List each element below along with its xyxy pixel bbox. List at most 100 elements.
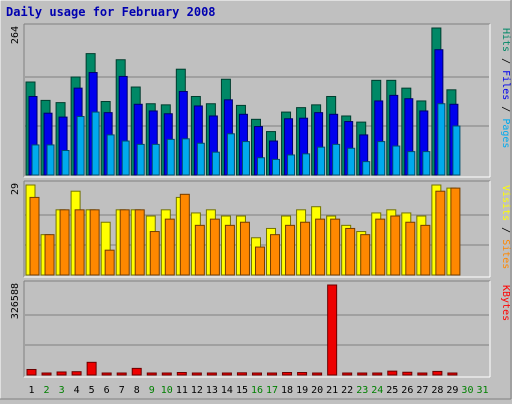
- bar-kbytes-day-9: [146, 372, 157, 376]
- day-label-21: 21: [326, 385, 338, 396]
- bar-kbytes-day-20: [312, 372, 323, 376]
- day-label-29: 29: [446, 385, 458, 396]
- bar-sites-day-10: [164, 218, 175, 276]
- bar-pages-day-21: [332, 143, 341, 176]
- bar-sites-day-29: [450, 187, 461, 276]
- bars: [26, 284, 458, 376]
- day-label-20: 20: [311, 385, 323, 396]
- bar-kbytes-day-13: [206, 372, 217, 376]
- bar-pages-day-23: [362, 161, 371, 176]
- day-label-17: 17: [266, 385, 278, 396]
- day-label-26: 26: [401, 385, 413, 396]
- plot-area: [24, 281, 490, 377]
- day-label-13: 13: [206, 385, 218, 396]
- legend: Visits / Sites: [500, 185, 511, 269]
- bar-pages-day-10: [166, 138, 175, 176]
- bar-sites-day-19: [300, 221, 311, 276]
- bar-pages-day-2: [46, 144, 55, 176]
- day-label-16: 16: [251, 385, 263, 396]
- day-label-3: 3: [59, 385, 65, 396]
- legend-item: Hits: [500, 28, 511, 52]
- bar-sites-day-11: [179, 193, 190, 276]
- bar-kbytes-day-29: [447, 372, 458, 376]
- bar-sites-day-1: [29, 196, 40, 276]
- day-label-2: 2: [44, 385, 50, 396]
- day-label-7: 7: [119, 385, 125, 396]
- bar-sites-day-23: [360, 234, 371, 276]
- bar-kbytes-day-6: [101, 372, 112, 376]
- day-label-27: 27: [416, 385, 428, 396]
- day-label-25: 25: [386, 385, 398, 396]
- bar-sites-day-7: [119, 209, 130, 276]
- day-labels: 1 2 3 4 5 6 7 8 9 10 11 12 13 14 15 16 17 18 19 20 21 22 23 24 2…: [29, 385, 489, 396]
- bar-kbytes-day-7: [116, 372, 127, 376]
- bar-pages-day-7: [121, 140, 130, 176]
- bar-pages-day-6: [106, 134, 115, 176]
- y-max-label: 264: [10, 26, 21, 44]
- bar-pages-day-24: [377, 141, 386, 176]
- bar-kbytes-day-22: [342, 372, 353, 376]
- bar-pages-day-17: [272, 158, 281, 176]
- bar-kbytes-day-27: [417, 372, 428, 376]
- bar-pages-day-5: [91, 111, 100, 176]
- legend-text: KBytes: [500, 285, 511, 321]
- bar-kbytes-day-26: [402, 371, 413, 376]
- bar-kbytes-day-4: [71, 371, 82, 376]
- bar-sites-day-24: [375, 218, 386, 276]
- bar-kbytes-day-19: [297, 372, 308, 376]
- bar-pages-day-4: [76, 116, 85, 176]
- bar-pages-day-19: [302, 153, 311, 176]
- chart-panel-1: 264 Hits / Files / Pages: [10, 23, 511, 178]
- bar-pages-day-27: [422, 151, 431, 176]
- bar-pages-day-12: [196, 142, 205, 176]
- bar-pages-day-15: [241, 141, 250, 176]
- bar-pages-day-16: [256, 157, 265, 176]
- legend-separator: /: [500, 52, 511, 70]
- bar-sites-day-9: [149, 231, 160, 276]
- day-label-12: 12: [191, 385, 203, 396]
- legend: KBytes: [500, 285, 511, 321]
- bar-sites-day-20: [315, 218, 326, 276]
- bar-kbytes-day-1: [26, 368, 37, 376]
- day-label-11: 11: [176, 385, 188, 396]
- bar-pages-day-3: [61, 150, 70, 176]
- day-label-18: 18: [281, 385, 293, 396]
- bar-pages-day-14: [226, 133, 235, 176]
- bar-kbytes-day-3: [56, 371, 67, 376]
- bar-pages-day-22: [347, 147, 356, 176]
- day-label-14: 14: [221, 385, 233, 396]
- chart-title: Daily usage for February 2008: [6, 5, 216, 19]
- bar-pages-day-28: [437, 103, 446, 176]
- bar-kbytes-day-16: [251, 372, 262, 376]
- bar-kbytes-day-18: [282, 372, 293, 376]
- legend-item: Pages: [500, 118, 511, 148]
- day-label-4: 4: [74, 385, 80, 396]
- bar-sites-day-5: [89, 209, 100, 276]
- legend-item: KBytes: [500, 285, 511, 321]
- legend-item: Sites: [500, 239, 511, 269]
- day-label-19: 19: [296, 385, 308, 396]
- y-max-label: 29: [10, 183, 21, 195]
- day-label-5: 5: [89, 385, 95, 396]
- legend-text: Hits / Files / Pages: [500, 28, 511, 148]
- bar-sites-day-16: [254, 246, 265, 276]
- bar-sites-day-26: [405, 221, 416, 276]
- bar-pages-day-25: [392, 145, 401, 176]
- bar-sites-day-21: [330, 218, 341, 276]
- bar-pages-day-8: [136, 143, 145, 176]
- legend-separator: /: [500, 221, 511, 239]
- bars: [25, 184, 461, 276]
- bar-sites-day-8: [134, 209, 145, 276]
- bar-sites-day-22: [345, 227, 356, 276]
- bar-kbytes-day-24: [372, 372, 383, 376]
- bar-pages-day-18: [287, 154, 296, 176]
- bar-kbytes-day-5: [86, 361, 97, 376]
- bar-sites-day-28: [435, 190, 446, 276]
- day-label-10: 10: [161, 385, 173, 396]
- day-label-30: 30: [461, 385, 473, 396]
- bar-kbytes-day-2: [41, 372, 52, 376]
- chart-panel-3: 326588 KBytes: [10, 280, 511, 378]
- bar-kbytes-day-17: [267, 372, 278, 376]
